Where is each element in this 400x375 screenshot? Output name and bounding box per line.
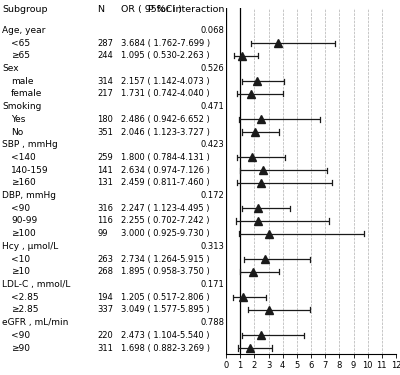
Text: 194: 194: [98, 293, 113, 302]
Text: Smoking: Smoking: [2, 102, 41, 111]
Text: 1.095 ( 0.530-2.263 ): 1.095 ( 0.530-2.263 ): [121, 51, 209, 60]
Text: 2.486 ( 0.942-6.652 ): 2.486 ( 0.942-6.652 ): [121, 115, 210, 124]
Text: eGFR , mL/min: eGFR , mL/min: [2, 318, 68, 327]
Text: 2.247 ( 1.123-4.495 ): 2.247 ( 1.123-4.495 ): [121, 204, 209, 213]
Text: 0.068: 0.068: [200, 26, 224, 35]
Text: <140: <140: [11, 153, 36, 162]
Text: 2.473 ( 1.104-5.540 ): 2.473 ( 1.104-5.540 ): [121, 331, 209, 340]
Text: <90: <90: [11, 204, 30, 213]
Text: SBP , mmHg: SBP , mmHg: [2, 140, 58, 149]
Text: No: No: [11, 128, 23, 136]
Text: <2.85: <2.85: [11, 293, 38, 302]
Text: 351: 351: [98, 128, 113, 136]
Text: ≥100: ≥100: [11, 229, 36, 238]
Text: 311: 311: [98, 344, 113, 352]
Text: 99: 99: [98, 229, 108, 238]
Text: 2.157 ( 1.142-4.073 ): 2.157 ( 1.142-4.073 ): [121, 77, 209, 86]
Text: female: female: [11, 89, 42, 98]
Text: 337: 337: [98, 305, 114, 314]
Text: 1.895 ( 0.958-3.750 ): 1.895 ( 0.958-3.750 ): [121, 267, 210, 276]
Text: 3.684 ( 1.762-7.699 ): 3.684 ( 1.762-7.699 ): [121, 39, 210, 48]
Text: Hcy , μmol/L: Hcy , μmol/L: [2, 242, 58, 251]
Text: 3.000 ( 0.925-9.730 ): 3.000 ( 0.925-9.730 ): [121, 229, 209, 238]
Text: 0.171: 0.171: [200, 280, 224, 289]
Text: 314: 314: [98, 77, 113, 86]
Text: 180: 180: [98, 115, 113, 124]
Text: 268: 268: [98, 267, 114, 276]
Text: 2.046 ( 1.123-3.727 ): 2.046 ( 1.123-3.727 ): [121, 128, 210, 136]
Text: ≥65: ≥65: [11, 51, 30, 60]
Text: male: male: [11, 77, 33, 86]
Text: 116: 116: [98, 216, 113, 225]
Text: Yes: Yes: [11, 115, 25, 124]
Text: 3.049 ( 1.577-5.895 ): 3.049 ( 1.577-5.895 ): [121, 305, 210, 314]
Text: 0.423: 0.423: [200, 140, 224, 149]
Text: 141: 141: [98, 166, 113, 175]
Text: OR ( 95%CI ): OR ( 95%CI ): [121, 5, 182, 14]
Text: <65: <65: [11, 39, 30, 48]
Text: 0.313: 0.313: [200, 242, 224, 251]
Text: 1.205 ( 0.517-2.806 ): 1.205 ( 0.517-2.806 ): [121, 293, 209, 302]
Text: LDL-C , mmol/L: LDL-C , mmol/L: [2, 280, 70, 289]
Text: ≥90: ≥90: [11, 344, 30, 352]
Text: 1.800 ( 0.784-4.131 ): 1.800 ( 0.784-4.131 ): [121, 153, 210, 162]
Text: 287: 287: [98, 39, 114, 48]
Text: 259: 259: [98, 153, 113, 162]
Text: 0.471: 0.471: [200, 102, 224, 111]
Text: 2.459 ( 0.811-7.460 ): 2.459 ( 0.811-7.460 ): [121, 178, 209, 188]
Text: 2.255 ( 0.702-7.242 ): 2.255 ( 0.702-7.242 ): [121, 216, 209, 225]
Text: 0.526: 0.526: [200, 64, 224, 73]
Text: 2.734 ( 1.264-5.915 ): 2.734 ( 1.264-5.915 ): [121, 255, 209, 264]
Text: ≥10: ≥10: [11, 267, 30, 276]
Text: <10: <10: [11, 255, 30, 264]
Text: 244: 244: [98, 51, 113, 60]
Text: 1.731 ( 0.742-4.040 ): 1.731 ( 0.742-4.040 ): [121, 89, 209, 98]
Text: 217: 217: [98, 89, 113, 98]
Text: 220: 220: [98, 331, 113, 340]
Text: 0.172: 0.172: [200, 191, 224, 200]
Text: Sex: Sex: [2, 64, 19, 73]
Text: P for interaction: P for interaction: [148, 5, 224, 14]
Text: 2.634 ( 0.974-7.126 ): 2.634 ( 0.974-7.126 ): [121, 166, 210, 175]
Text: 0.788: 0.788: [200, 318, 224, 327]
Text: ≥160: ≥160: [11, 178, 36, 188]
Text: 263: 263: [98, 255, 114, 264]
Text: 316: 316: [98, 204, 114, 213]
Text: 90-99: 90-99: [11, 216, 37, 225]
Text: 131: 131: [98, 178, 113, 188]
Text: DBP, mmHg: DBP, mmHg: [2, 191, 56, 200]
Text: 1.698 ( 0.882-3.269 ): 1.698 ( 0.882-3.269 ): [121, 344, 210, 352]
Text: <90: <90: [11, 331, 30, 340]
Text: ≥2.85: ≥2.85: [11, 305, 38, 314]
Text: 140-159: 140-159: [11, 166, 48, 175]
Text: Subgroup: Subgroup: [2, 5, 48, 14]
Text: N: N: [98, 5, 104, 14]
Text: Age, year: Age, year: [2, 26, 45, 35]
